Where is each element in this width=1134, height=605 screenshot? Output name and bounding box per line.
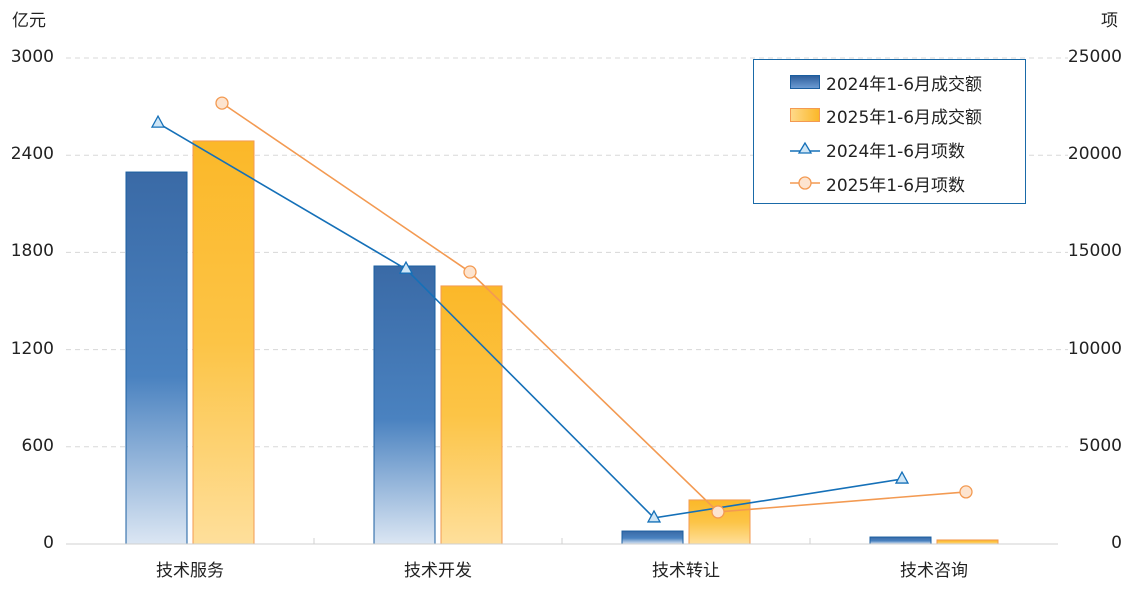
legend-label: 2024年1-6月成交额 (826, 74, 983, 95)
left-axis-unit: 亿元 (12, 11, 46, 31)
right-tick-label: 10000 (1067, 338, 1122, 359)
legend-swatch-blue-bar (790, 75, 820, 89)
bar-2024-2 (621, 530, 684, 545)
legend-label: 2025年1-6月成交额 (826, 107, 983, 128)
triangle-marker (646, 509, 662, 523)
category-label: 技术开发 (404, 561, 472, 581)
triangle-marker (398, 260, 414, 274)
circle-marker (215, 96, 229, 110)
category-label: 技术咨询 (900, 561, 968, 581)
right-tick-label: 20000 (1067, 144, 1122, 165)
right-tick-label: 15000 (1067, 241, 1122, 262)
bar-2025-0 (192, 140, 255, 545)
bars (125, 140, 999, 545)
left-tick-label: 1800 (10, 241, 54, 262)
legend-label: 2024年1-6月项数 (826, 141, 966, 162)
circle-marker (711, 505, 725, 519)
legend: 2024年1-6月成交额 2025年1-6月成交额 2024年1-6月项数 20… (753, 59, 1026, 204)
left-tick-label: 2400 (10, 144, 54, 165)
circle-marker (959, 485, 973, 499)
triangle-marker (150, 114, 166, 128)
lines (150, 96, 973, 523)
bar-2024-1 (373, 265, 436, 545)
legend-swatch-orange-bar (790, 108, 820, 122)
circle-marker (463, 265, 477, 279)
left-tick-label: 600 (21, 435, 54, 456)
triangle-marker (894, 470, 910, 484)
legend-item-2024-amount: 2024年1-6月成交额 (790, 70, 983, 95)
line-circle (221, 102, 967, 513)
legend-item-2025-amount: 2025年1-6月成交额 (790, 103, 983, 128)
category-label: 技术转让 (652, 561, 720, 581)
bar-2024-3 (869, 536, 932, 545)
bar-2024-0 (125, 171, 188, 545)
bar-2025-1 (440, 285, 503, 545)
legend-label: 2025年1-6月项数 (826, 175, 966, 196)
triangle-marker-icon (790, 141, 820, 154)
legend-item-2025-count: 2025年1-6月项数 (790, 171, 966, 196)
line-triangle (157, 122, 903, 519)
legend-item-2024-count: 2024年1-6月项数 (790, 137, 966, 162)
left-tick-label: 0 (43, 533, 54, 553)
bar-2025-3 (936, 539, 999, 545)
right-axis-unit: 项 (1101, 11, 1118, 31)
left-tick-label: 3000 (10, 47, 54, 67)
category-label: 技术服务 (156, 561, 224, 581)
left-tick-label: 1200 (10, 338, 54, 359)
right-tick-label: 5000 (1078, 435, 1122, 456)
circle-marker-icon (790, 176, 820, 190)
right-tick-label: 0 (1111, 533, 1122, 553)
right-tick-label: 25000 (1067, 47, 1122, 67)
